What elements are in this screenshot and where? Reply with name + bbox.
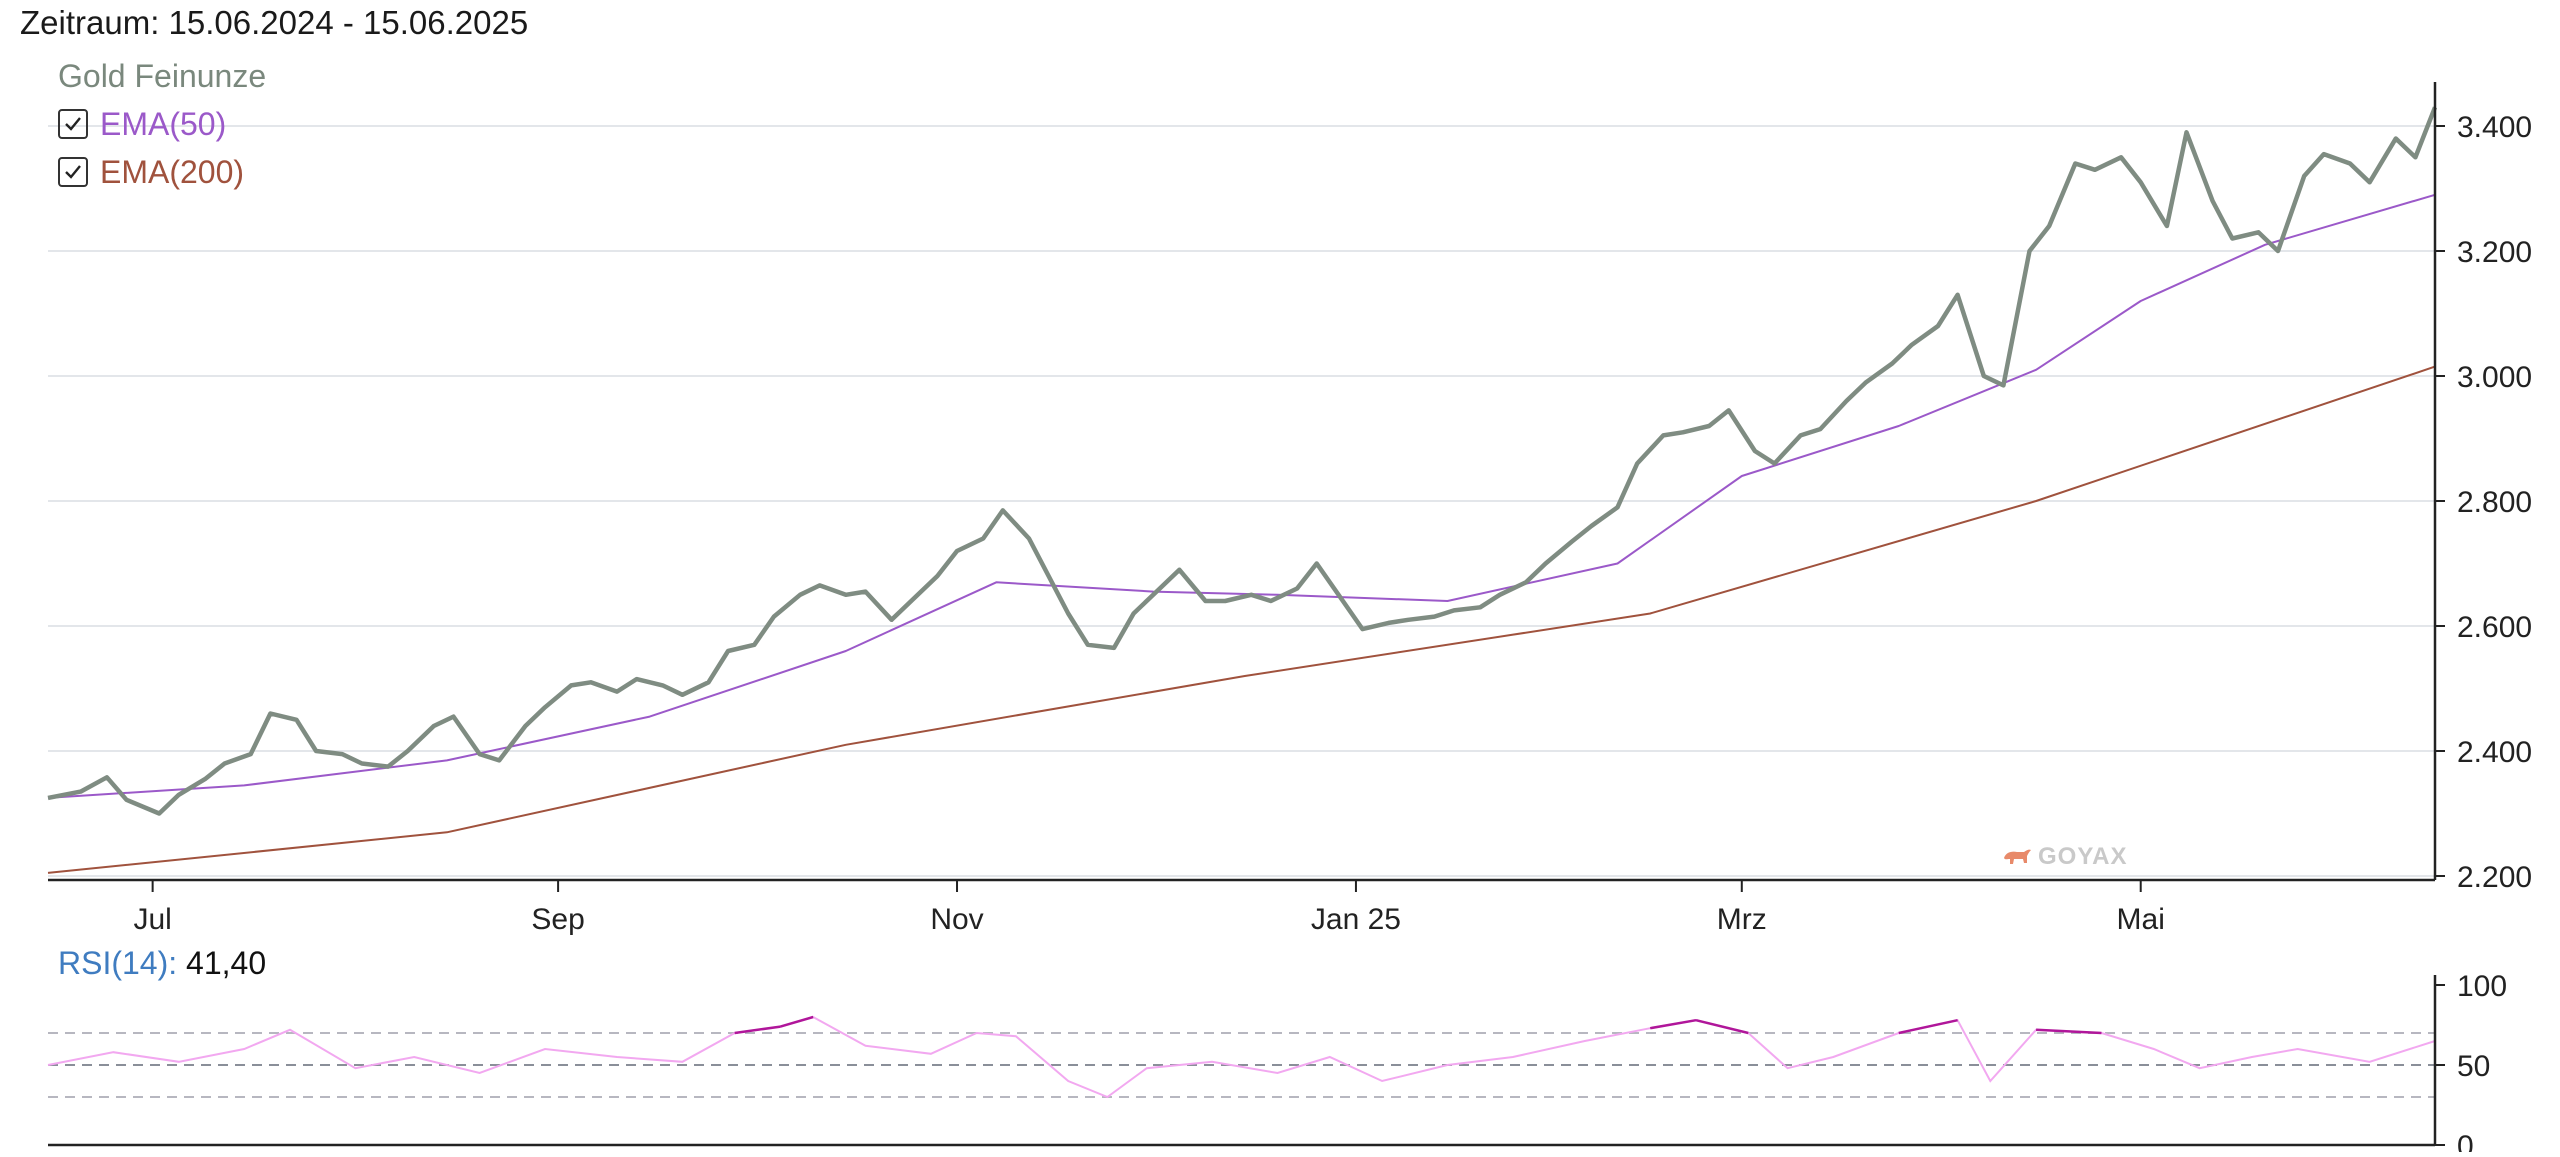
x-tick-label-mai: Mai [2117,903,2165,936]
rsi-current-value: 41,40 [186,945,267,981]
rsi-extreme-segment [1695,1018,1749,1035]
check-icon [65,117,81,131]
axes [48,82,2437,1147]
y-tick-label-3.000: 3.000 [2457,361,2532,394]
rsi-y-tick-label-100: 100 [2457,970,2507,1003]
price-y-tick-labels: 2.200 2.400 2.600 2.800 3.000 3.200 3.400 [2435,111,2532,894]
rsi-label: RSI(14): 41,40 [58,945,267,981]
watermark-text: GOYAX [2038,843,2128,870]
rsi-extreme-segment [1898,1018,1958,1035]
checkbox-ema200[interactable] [58,157,88,187]
x-tick-label-nov: Nov [930,903,983,936]
x-tick-labels: Jul Sep Nov Jan 25 Mrz Mai [133,880,2165,936]
checkbox-ema50[interactable] [58,109,88,139]
legend-item-ema50[interactable]: EMA(50) [58,100,266,148]
price-series-group [47,106,2438,874]
rsi-series-group [47,1015,2436,1099]
rsi-line [47,1015,2436,1099]
legend-label-ema200: EMA(200) [100,153,245,190]
y-tick-label-2.200: 2.200 [2457,861,2532,894]
y-tick-label-2.800: 2.800 [2457,486,2532,519]
rsi-y-tick-labels: 0 50 100 [2435,970,2507,1157]
goyax-watermark: GOYAX [2002,843,2127,871]
y-tick-label-3.200: 3.200 [2457,236,2532,269]
chart-legend: Gold Feinunze EMA(50) EMA(200) [58,52,266,196]
check-icon [65,165,81,179]
legend-title: Gold Feinunze [58,57,267,94]
series-line-ema50 [47,193,2436,799]
x-tick-label-jul: Jul [133,903,171,936]
period-label: Zeitraum: 15.06.2024 - 15.06.2025 [20,4,529,41]
series-line-gold [47,106,2438,816]
legend-item-ema200[interactable]: EMA(200) [58,148,266,196]
rsi-extreme-segment [2036,1028,2102,1035]
rsi-reference-lines [48,1032,2435,1098]
rsi-y-tick-label-50: 50 [2457,1050,2490,1083]
x-tick-label-mrz: Mrz [1717,903,1767,936]
rsi-extreme-segment [734,1025,781,1035]
price-grid [48,125,2435,877]
series-line-ema200 [47,365,2436,874]
rsi-extreme-segment [780,1015,814,1028]
legend-label-ema50: EMA(50) [100,105,227,142]
x-tick-label-sep: Sep [531,903,584,936]
rsi-extreme-segment [1650,1018,1697,1030]
x-tick-label-jan-25: Jan 25 [1311,903,1401,936]
rsi-title: RSI(14) [58,945,169,981]
rsi-y-tick-label-0: 0 [2457,1130,2474,1152]
bull-logo-icon [2004,849,2031,864]
y-tick-label-2.600: 2.600 [2457,611,2532,644]
y-tick-label-3.400: 3.400 [2457,111,2532,144]
y-tick-label-2.400: 2.400 [2457,736,2532,769]
